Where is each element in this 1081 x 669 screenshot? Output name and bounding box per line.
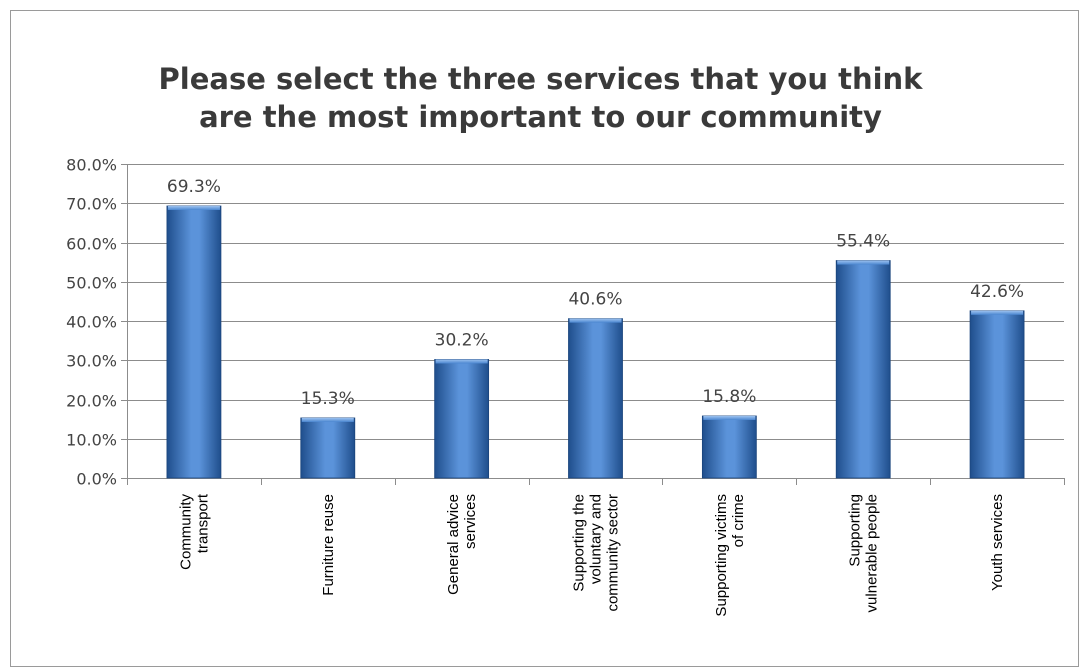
bar (166, 205, 222, 479)
bar (434, 359, 490, 479)
category-label: Furniture reuse (320, 494, 337, 596)
category-label-line: Supporting the (571, 494, 588, 592)
bar (701, 415, 757, 479)
category-label-line: transport (194, 493, 211, 553)
bar (835, 260, 891, 479)
bar-cap (703, 415, 756, 420)
data-label: 40.6% (568, 290, 622, 310)
category-label: Supporting victims of crime (713, 494, 747, 617)
y-tick-label: 70.0% (66, 195, 117, 214)
category-label-line: Youth services (989, 494, 1006, 591)
y-tick-label: 40.0% (66, 313, 117, 332)
y-tick-label: 30.0% (66, 352, 117, 371)
data-label: 15.8% (702, 387, 756, 407)
category-label-line: Furniture reuse (320, 494, 337, 596)
category-label: Supporting vulnerable people (847, 494, 881, 612)
bar-cap (167, 205, 220, 210)
category-label-line: vulnerable people (864, 494, 881, 612)
y-tick-label: 60.0% (66, 235, 117, 254)
category-label: Community transport (177, 493, 211, 570)
bar (568, 318, 623, 479)
category-label: Youth services (989, 494, 1006, 591)
y-tick-label: 80.0% (66, 156, 117, 175)
category-label: General advice services (445, 494, 479, 595)
bar-cap (971, 310, 1024, 315)
chart-title: Please select the three services that yo… (0, 60, 1081, 136)
chart-title-line-1: Please select the three services that yo… (158, 62, 923, 96)
bars (166, 205, 1025, 479)
data-label: 42.6% (970, 282, 1024, 302)
bar (969, 310, 1025, 479)
category-label-line: Supporting (847, 494, 864, 567)
category-label-line: Community (177, 494, 194, 570)
category-label-line: Supporting victims (713, 494, 730, 617)
labels: 0.0% 10.0% 20.0% 30.0% 40.0% 50.0% 60.0% 70.0% 8… (66, 156, 1024, 617)
data-label: 55.4% (836, 232, 890, 252)
bar-cap (435, 359, 488, 364)
y-tick-label: 20.0% (66, 392, 117, 411)
data-label: 69.3% (167, 177, 221, 197)
bar (300, 417, 356, 479)
axes (121, 164, 1065, 485)
category-label-line: voluntary and (588, 494, 605, 584)
y-tick-label: 10.0% (66, 431, 117, 450)
category-label-line: services (462, 494, 479, 549)
category-label-line: of crime (730, 494, 747, 547)
bar-cap (837, 260, 890, 265)
data-label: 15.3% (301, 389, 355, 409)
category-label-line: General advice (445, 494, 462, 595)
category-label-line: community sector (605, 494, 622, 612)
category-label: Supporting the voluntary and community sec… (571, 494, 622, 612)
y-tick-label: 50.0% (66, 274, 117, 293)
chart-title-line-2: are the most important to our community (199, 100, 882, 134)
bar-cap (569, 318, 622, 323)
bar-cap (301, 417, 354, 422)
y-tick-label: 0.0% (76, 470, 117, 489)
data-label: 30.2% (435, 330, 489, 350)
